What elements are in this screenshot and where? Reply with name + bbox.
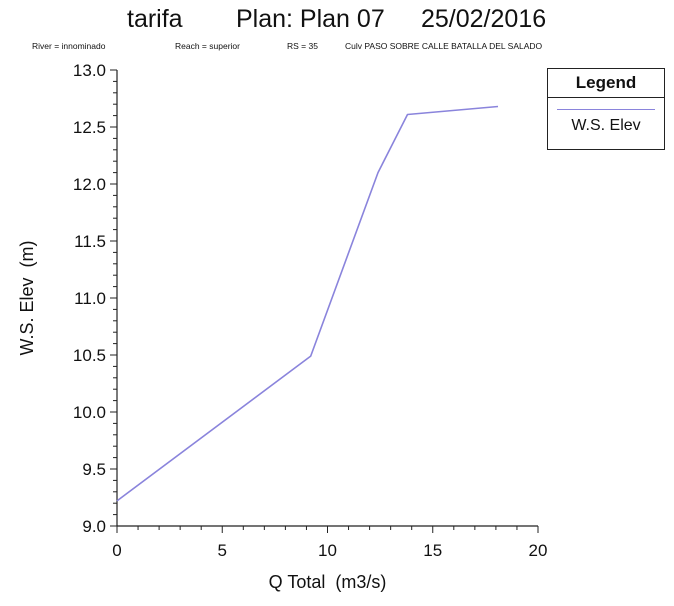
legend-title: Legend — [548, 69, 664, 98]
series-line-ws-elev — [116, 105, 499, 502]
y-axis-label: W.S. Elev (m) — [17, 240, 37, 355]
legend-label-ws-elev: W.S. Elev — [571, 117, 641, 134]
plan-name: Plan: Plan 07 — [236, 5, 385, 33]
y-tick-label: 11.0 — [74, 289, 106, 308]
legend-box: Legend W.S. Elev — [547, 68, 665, 150]
y-tick-label: 9.5 — [82, 460, 106, 479]
y-tick-label: 11.5 — [74, 232, 106, 251]
culvert-label: Culv PASO SOBRE CALLE BATALLA DEL SALADO — [345, 41, 543, 51]
y-tick-label: 12.5 — [73, 118, 106, 137]
reach-label: Reach = superior — [175, 41, 240, 51]
y-tick-label: 9.0 — [82, 517, 106, 536]
y-tick-label: 10.0 — [73, 403, 106, 422]
chart-title: tarifa Plan: Plan 07 25/02/2016 — [0, 5, 674, 35]
x-tick-label: 10 — [318, 541, 337, 560]
x-tick-label: 5 — [218, 541, 227, 560]
rs-label: RS = 35 — [287, 41, 318, 51]
x-axis-label: Q Total (m3/s) — [269, 572, 387, 592]
y-tick-label: 12.0 — [73, 175, 106, 194]
y-tick-label: 13.0 — [73, 61, 106, 80]
x-tick-label: 15 — [423, 541, 442, 560]
x-tick-label: 20 — [529, 541, 548, 560]
x-tick-label: 0 — [112, 541, 121, 560]
river-label: River = innominado — [32, 41, 106, 51]
y-tick-label: 10.5 — [73, 346, 106, 365]
plan-date: 25/02/2016 — [421, 5, 547, 33]
legend-swatch-ws-elev — [557, 109, 655, 110]
project-name: tarifa — [127, 5, 183, 33]
